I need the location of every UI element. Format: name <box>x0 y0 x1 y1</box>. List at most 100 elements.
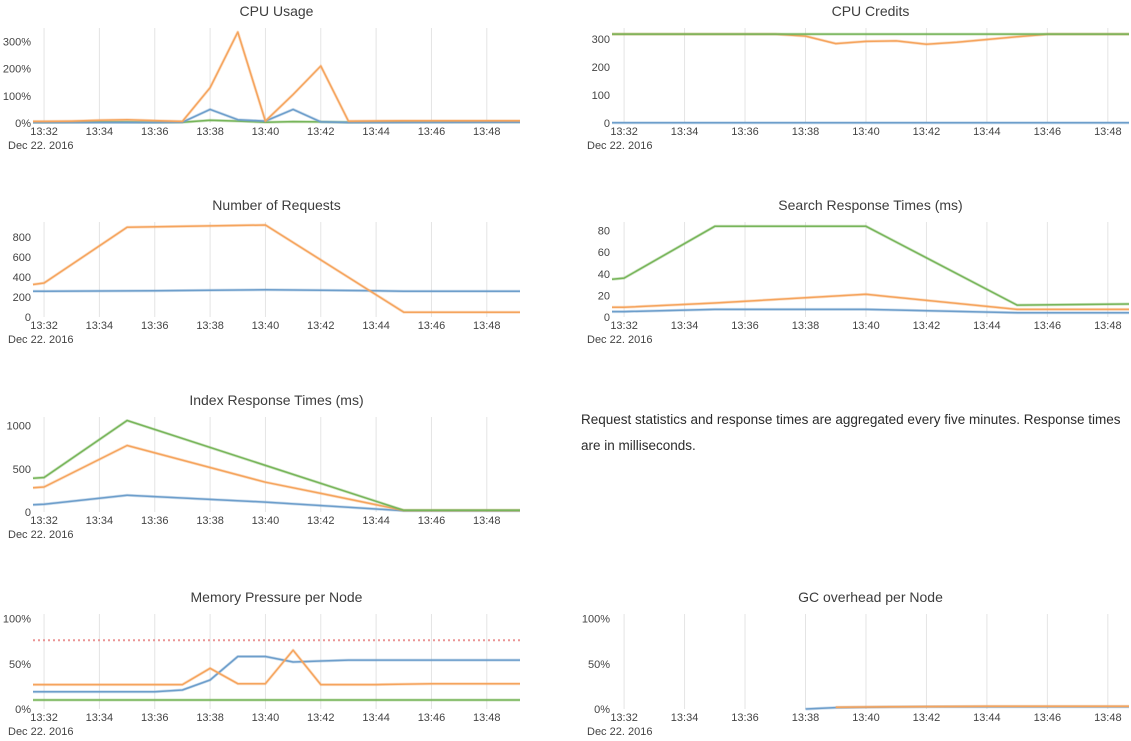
x-tick-label: 13:46 <box>1034 126 1062 138</box>
date-label: Dec 22. 2016 <box>8 140 73 152</box>
x-tick-label: 13:42 <box>913 320 941 332</box>
chart-title: Memory Pressure per Node <box>190 589 363 605</box>
series-line-halo <box>612 292 1129 311</box>
x-tick-label: 13:34 <box>86 712 114 724</box>
y-tick-label: 800 <box>13 232 31 244</box>
series-line <box>32 494 520 512</box>
chart-plot-area[interactable]: 13:32 13:34 13:36 13:38 13:40 13:42 13:44 13:46… <box>576 586 1131 741</box>
x-tick-label: 13:44 <box>973 126 1001 138</box>
x-tick-label: 13:44 <box>362 320 390 332</box>
chart-canvas[interactable]: 13:32 13:34 13:36 13:38 13:40 13:42 13:44 13:46… <box>0 389 530 549</box>
chart-title: Index Response Times (ms) <box>189 392 364 408</box>
series-line <box>32 224 520 313</box>
series-line <box>33 31 520 123</box>
x-tick-label: 13:48 <box>1094 320 1122 332</box>
x-tick-label: 13:34 <box>671 126 699 138</box>
x-tick-label: 13:42 <box>913 712 941 724</box>
x-tick-label: 13:42 <box>307 126 335 138</box>
date-label: Dec 22. 2016 <box>8 334 73 346</box>
chart-cpu-credits: CPU Credits 13:32 13:34 13:36 13:38 13:40 13:… <box>576 0 1131 160</box>
x-tick-label: 13:38 <box>196 515 224 527</box>
series-line <box>32 444 520 512</box>
date-label: Dec 22. 2016 <box>8 726 73 738</box>
chart-number-of-requests: Number of Requests 13:32 13:34 13:36 13:38 1… <box>0 194 530 354</box>
x-tick-label: 13:38 <box>792 126 820 138</box>
x-tick-label: 13:36 <box>141 126 169 138</box>
chart-cpu-usage: CPU Usage 13:32 13:34 13:36 13:38 13:40 13:42… <box>0 0 530 160</box>
x-tick-label: 13:38 <box>792 712 820 724</box>
y-tick-label: 200 <box>592 62 610 74</box>
x-tick-label: 13:36 <box>141 515 169 527</box>
x-tick-label: 13:46 <box>418 320 446 332</box>
date-label: Dec 22. 2016 <box>8 529 73 541</box>
x-tick-label: 13:40 <box>252 126 280 138</box>
y-tick-label: 40 <box>598 269 610 281</box>
x-tick-label: 13:40 <box>852 320 880 332</box>
x-tick-label: 13:48 <box>473 515 501 527</box>
x-tick-label: 13:40 <box>852 126 880 138</box>
x-tick-label: 13:48 <box>1094 712 1122 724</box>
x-tick-label: 13:42 <box>913 126 941 138</box>
series-line <box>32 419 520 512</box>
chart-plot-area[interactable]: 13:32 13:34 13:36 13:38 13:40 13:42 13:44 13:46… <box>0 586 530 741</box>
y-tick-label: 0% <box>15 118 31 130</box>
x-tick-label: 13:36 <box>141 320 169 332</box>
x-tick-label: 13:48 <box>473 712 501 724</box>
chart-canvas[interactable]: 13:32 13:34 13:36 13:38 13:40 13:42 13:44 13:46… <box>0 194 530 354</box>
y-tick-label: 1000 <box>7 421 31 433</box>
x-tick-label: 13:46 <box>418 712 446 724</box>
series-line-halo <box>33 655 520 694</box>
series-line-halo <box>32 223 520 314</box>
y-tick-label: 100% <box>3 614 31 626</box>
chart-title: Number of Requests <box>212 197 341 213</box>
date-label: Dec 22. 2016 <box>587 140 652 152</box>
x-tick-label: 13:38 <box>196 320 224 332</box>
y-tick-label: 0 <box>604 118 610 130</box>
y-tick-label: 0 <box>25 507 31 519</box>
chart-gc-overhead: GC overhead per Node 13:32 13:34 13:36 13:3… <box>576 586 1131 741</box>
x-tick-label: 13:32 <box>610 126 638 138</box>
y-tick-label: 500 <box>13 464 31 476</box>
x-tick-label: 13:46 <box>1034 320 1062 332</box>
chart-plot-area[interactable]: 13:32 13:34 13:36 13:38 13:40 13:42 13:44 13:46… <box>0 389 530 549</box>
chart-title: Search Response Times (ms) <box>778 197 963 213</box>
x-tick-label: 13:44 <box>973 320 1001 332</box>
y-tick-label: 60 <box>598 247 610 259</box>
x-tick-label: 13:34 <box>86 320 114 332</box>
date-label: Dec 22. 2016 <box>587 726 652 738</box>
y-tick-label: 80 <box>598 226 610 238</box>
chart-canvas[interactable]: 13:32 13:34 13:36 13:38 13:40 13:42 13:44 13:46… <box>0 586 530 741</box>
chart-canvas[interactable]: 13:32 13:34 13:36 13:38 13:40 13:42 13:44 13:46… <box>0 0 530 160</box>
chart-plot-area[interactable]: 13:32 13:34 13:36 13:38 13:40 13:42 13:44 13:46… <box>0 0 530 160</box>
x-tick-label: 13:34 <box>671 712 699 724</box>
y-tick-label: 300 <box>592 34 610 46</box>
series-line <box>611 225 1130 306</box>
x-tick-label: 13:44 <box>362 712 390 724</box>
x-tick-label: 13:36 <box>731 712 759 724</box>
x-tick-label: 13:38 <box>196 712 224 724</box>
x-tick-label: 13:40 <box>252 320 280 332</box>
chart-plot-area[interactable]: 13:32 13:34 13:36 13:38 13:40 13:42 13:44 13:46… <box>0 194 530 354</box>
series-line-halo <box>33 648 520 687</box>
series-line <box>33 289 520 293</box>
y-tick-label: 20 <box>598 290 610 302</box>
y-tick-label: 50% <box>588 659 610 671</box>
chart-canvas[interactable]: 13:32 13:34 13:36 13:38 13:40 13:42 13:44 13:46… <box>576 586 1131 741</box>
x-tick-label: 13:44 <box>362 126 390 138</box>
chart-plot-area[interactable]: 13:32 13:34 13:36 13:38 13:40 13:42 13:44 13:46… <box>576 194 1131 354</box>
x-tick-label: 13:32 <box>30 515 58 527</box>
y-tick-label: 100% <box>3 91 31 103</box>
chart-canvas[interactable]: 13:32 13:34 13:36 13:38 13:40 13:42 13:44 13:46… <box>576 0 1131 160</box>
x-tick-label: 13:36 <box>731 320 759 332</box>
chart-search-response-times: Search Response Times (ms) 13:32 13:34 13:… <box>576 194 1131 354</box>
chart-title: GC overhead per Node <box>798 589 943 605</box>
y-tick-label: 100 <box>592 90 610 102</box>
y-tick-label: 0% <box>594 704 610 716</box>
y-tick-label: 200 <box>13 292 31 304</box>
y-tick-label: 0 <box>25 312 31 324</box>
x-tick-label: 13:32 <box>30 320 58 332</box>
x-tick-label: 13:36 <box>731 126 759 138</box>
chart-canvas[interactable]: 13:32 13:34 13:36 13:38 13:40 13:42 13:44 13:46… <box>576 194 1131 354</box>
series-line <box>33 649 520 686</box>
chart-plot-area[interactable]: 13:32 13:34 13:36 13:38 13:40 13:42 13:44 13:46… <box>576 0 1131 160</box>
